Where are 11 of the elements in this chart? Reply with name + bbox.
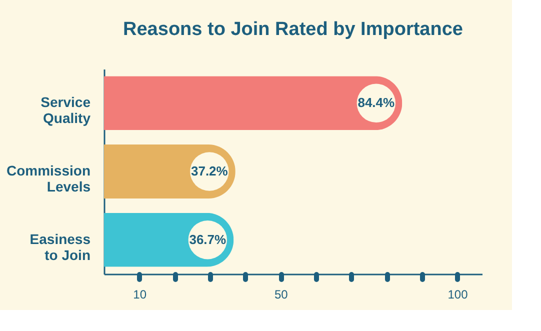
- y-tick-label: Easiness to Join: [30, 230, 91, 263]
- data-label: 84.4%: [358, 95, 396, 110]
- y-tick-label: Commission Levels: [6, 162, 91, 194]
- bar: [104, 76, 402, 130]
- x-tick-label: 100: [448, 288, 468, 302]
- x-tick-label: 10: [133, 288, 147, 302]
- data-label: 36.7%: [189, 232, 227, 247]
- x-tick-label: 50: [274, 288, 288, 302]
- data-label: 37.2%: [190, 164, 228, 178]
- chart-title: Reasons to Join Rated by Importance: [123, 19, 463, 40]
- y-tick-label: Service Quality: [40, 94, 91, 126]
